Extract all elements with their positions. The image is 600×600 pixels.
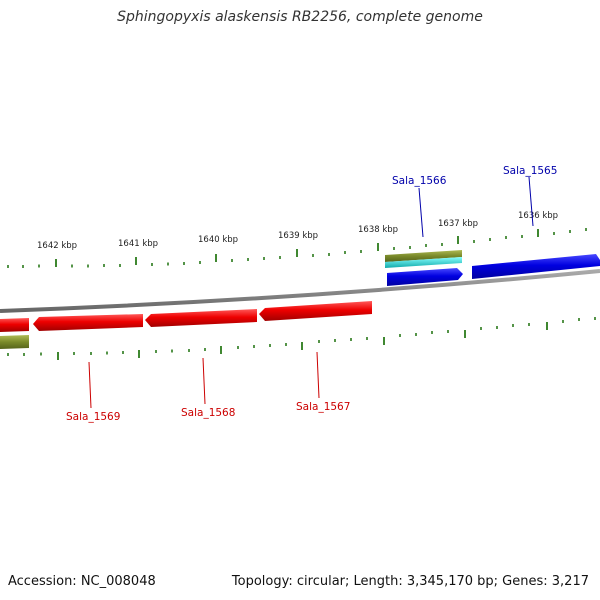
- genome-backbone: [0, 269, 600, 313]
- tick-label: 1638 kbp: [358, 225, 398, 235]
- upper-tick-ring: [7, 228, 587, 268]
- leader-line-sala-1568: [202, 357, 206, 405]
- gene-arrow-sala-1565[interactable]: [472, 254, 600, 279]
- leader-line-sala-1569: [88, 361, 92, 409]
- accession-label: Accession: NC_008048: [8, 574, 156, 589]
- olive-feature-upper: [385, 250, 462, 262]
- gene-label-sala-1566[interactable]: Sala_1566: [392, 175, 447, 187]
- tick-label: 1641 kbp: [118, 239, 158, 249]
- gene-label-sala-1567[interactable]: Sala_1567: [296, 401, 350, 413]
- leader-line-sala-1565: [528, 176, 534, 227]
- gene-label-sala-1569[interactable]: Sala_1569: [66, 411, 120, 423]
- gene-arrow-sala-1570[interactable]: [0, 318, 29, 332]
- gene-arrow-sala-1569[interactable]: [33, 314, 143, 331]
- gene-arrow-sala-1568[interactable]: [145, 309, 257, 327]
- gene-arrow-sala-1566[interactable]: [387, 268, 463, 286]
- gene-arrow-sala-1567[interactable]: [259, 301, 372, 321]
- lower-tick-ring: [7, 317, 596, 356]
- map-title: Sphingopyxis alaskensis RB2256, complete…: [117, 9, 483, 25]
- lower-major-ticks: [57, 322, 548, 360]
- gene-label-sala-1565[interactable]: Sala_1565: [503, 165, 557, 177]
- leader-line-sala-1566: [418, 187, 424, 238]
- tick-label: 1640 kbp: [198, 235, 238, 245]
- upper-major-ticks: [55, 229, 539, 267]
- tick-label: 1637 kbp: [438, 219, 478, 229]
- leader-line-sala-1567: [316, 351, 320, 399]
- gene-label-sala-1568[interactable]: Sala_1568: [181, 407, 235, 419]
- cyan-feature: [385, 257, 462, 268]
- olive-feature-lower: [0, 335, 29, 349]
- tick-label: 1642 kbp: [37, 241, 77, 251]
- tick-label: 1639 kbp: [278, 231, 318, 241]
- tick-label: 1636 kbp: [518, 211, 558, 221]
- genome-summary: Topology: circular; Length: 3,345,170 bp…: [231, 574, 589, 589]
